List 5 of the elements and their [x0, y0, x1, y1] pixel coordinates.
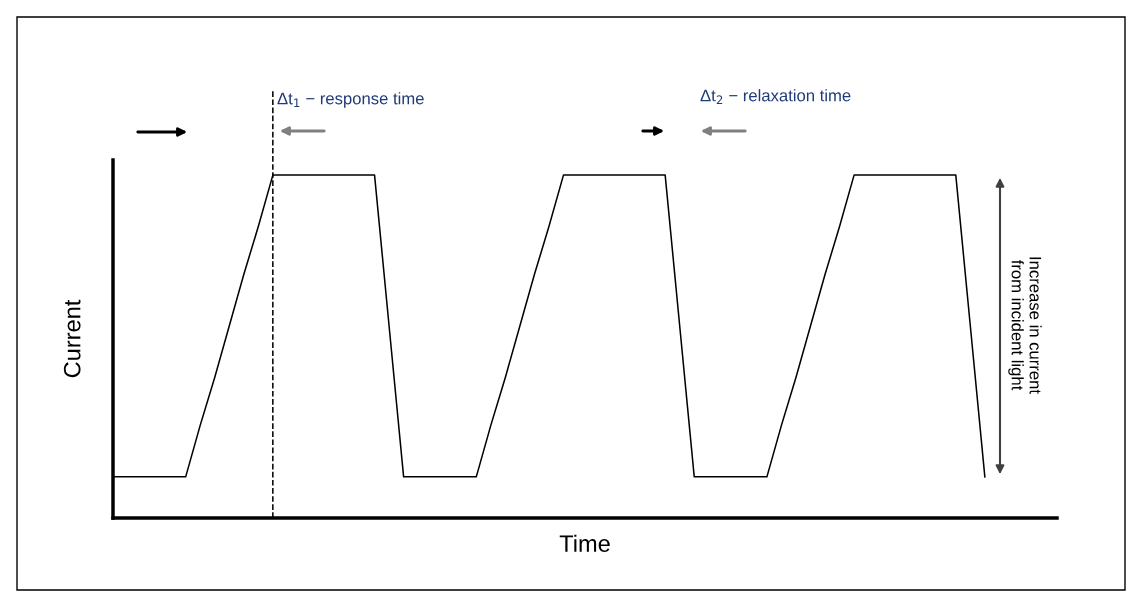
- y-axis-title: Current: [63, 299, 81, 378]
- text: Δt$_{2}$ − relaxation time: [700, 89, 851, 104]
- x-axis-title: Time: [559, 534, 610, 553]
- text: Increase in current from incident light: [1008, 257, 1042, 394]
- text: Δt$_{1}$ − response time: [277, 92, 424, 108]
